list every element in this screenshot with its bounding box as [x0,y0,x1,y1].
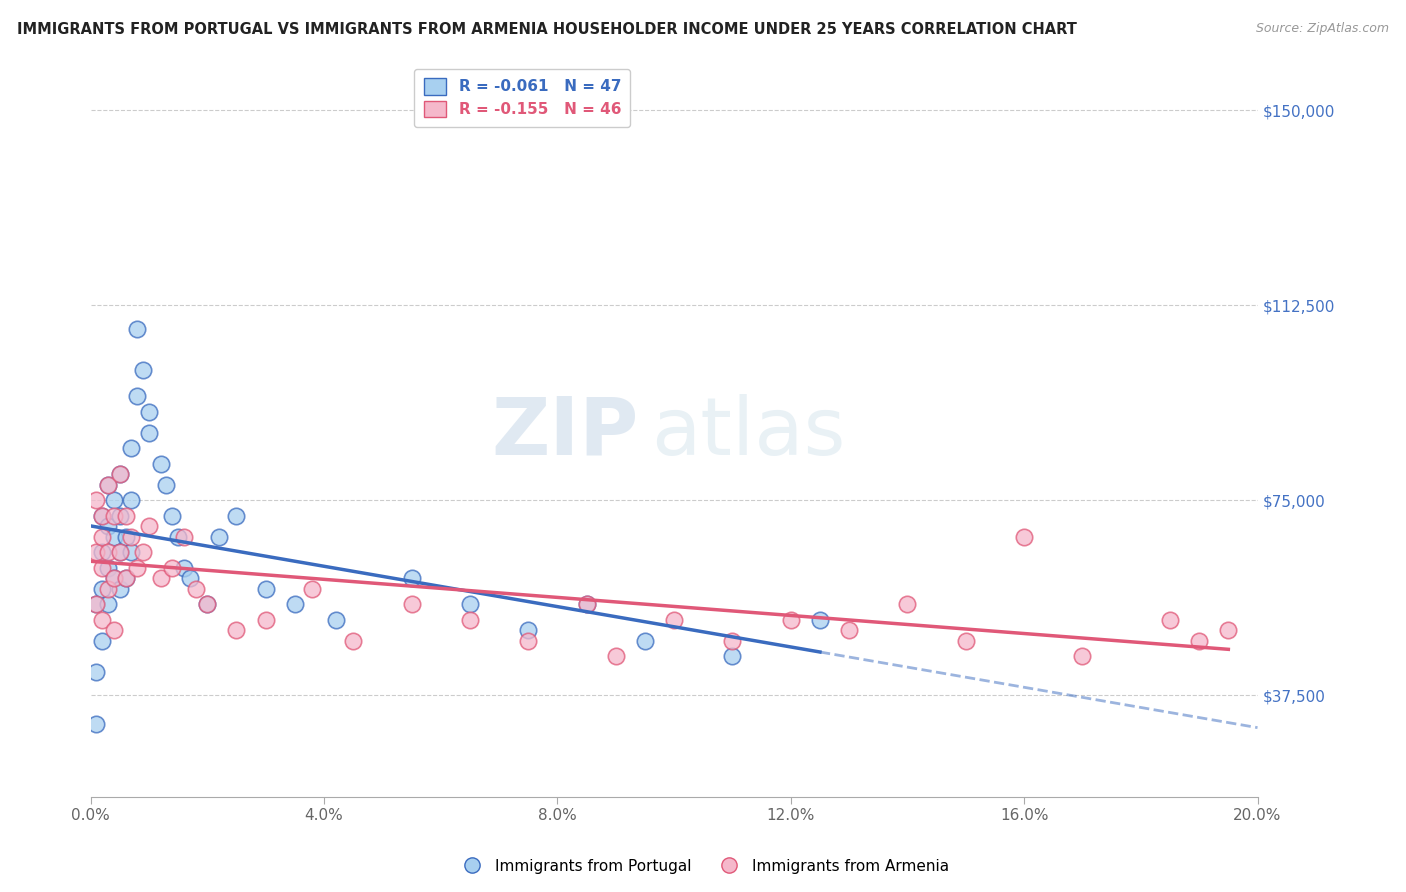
Point [254,582,277,596]
Point [458,613,481,627]
Point [91,530,114,544]
Point [114,571,136,585]
Point [108,467,131,482]
Point [225,508,247,523]
Point [138,405,160,419]
Point [1218,624,1240,638]
Point [114,508,136,523]
Point [779,613,801,627]
Point [91,508,114,523]
Point [103,493,125,508]
Point [86,597,108,611]
Point [662,613,685,627]
Point [401,571,423,585]
Legend: Immigrants from Portugal, Immigrants from Armenia: Immigrants from Portugal, Immigrants fro… [450,853,956,880]
Point [120,545,142,559]
Point [86,493,108,508]
Point [97,519,120,533]
Point [896,597,918,611]
Point [103,508,125,523]
Point [91,545,114,559]
Point [91,633,114,648]
Point [575,597,598,611]
Point [634,633,657,648]
Point [97,597,120,611]
Point [97,561,120,575]
Point [149,457,172,471]
Point [108,545,131,559]
Point [162,561,184,575]
Point [103,571,125,585]
Point [127,321,149,335]
Point [162,508,184,523]
Point [114,571,136,585]
Legend: R = -0.061   N = 47, R = -0.155   N = 46: R = -0.061 N = 47, R = -0.155 N = 46 [415,69,630,127]
Point [301,582,323,596]
Point [120,493,142,508]
Point [120,530,142,544]
Point [86,717,108,731]
Point [721,633,744,648]
Point [458,597,481,611]
Text: ZIP: ZIP [492,393,640,472]
Point [325,613,347,627]
Point [108,467,131,482]
Point [91,613,114,627]
Point [195,597,218,611]
Point [127,561,149,575]
Text: atlas: atlas [651,393,845,472]
Text: Source: ZipAtlas.com: Source: ZipAtlas.com [1256,22,1389,36]
Point [1159,613,1181,627]
Point [808,613,831,627]
Point [254,613,277,627]
Point [173,561,195,575]
Point [575,597,598,611]
Point [97,582,120,596]
Point [91,561,114,575]
Text: IMMIGRANTS FROM PORTUGAL VS IMMIGRANTS FROM ARMENIA HOUSEHOLDER INCOME UNDER 25 : IMMIGRANTS FROM PORTUGAL VS IMMIGRANTS F… [17,22,1077,37]
Point [517,624,540,638]
Point [103,530,125,544]
Point [179,571,201,585]
Point [127,389,149,403]
Point [401,597,423,611]
Point [91,582,114,596]
Point [103,571,125,585]
Point [114,530,136,544]
Point [132,363,155,377]
Point [97,477,120,491]
Point [97,545,120,559]
Point [838,624,860,638]
Point [86,545,108,559]
Point [1012,530,1035,544]
Point [91,508,114,523]
Point [955,633,977,648]
Point [138,425,160,440]
Point [86,597,108,611]
Point [138,519,160,533]
Point [120,441,142,455]
Point [155,477,177,491]
Point [208,530,231,544]
Point [195,597,218,611]
Point [721,649,744,664]
Point [108,582,131,596]
Point [184,582,207,596]
Point [132,545,155,559]
Point [605,649,627,664]
Point [342,633,364,648]
Point [167,530,190,544]
Point [225,624,247,638]
Point [149,571,172,585]
Point [173,530,195,544]
Point [97,477,120,491]
Point [103,624,125,638]
Point [108,508,131,523]
Point [86,665,108,679]
Point [108,545,131,559]
Point [517,633,540,648]
Point [1071,649,1094,664]
Point [1188,633,1211,648]
Point [284,597,307,611]
